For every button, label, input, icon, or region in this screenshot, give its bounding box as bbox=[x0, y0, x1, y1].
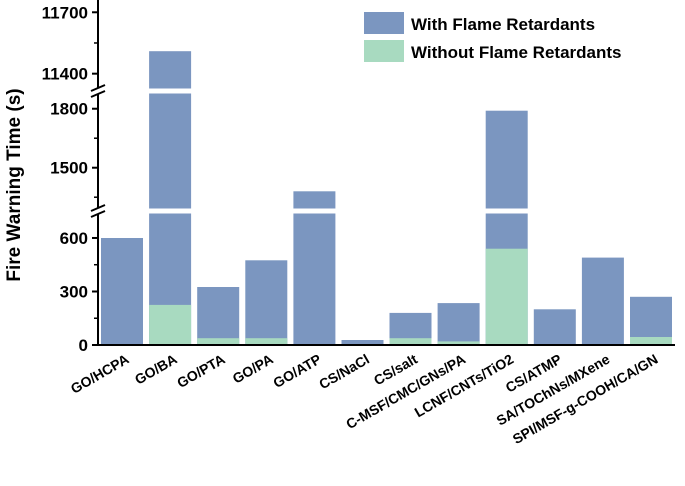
y-tick-label: 0 bbox=[79, 336, 88, 355]
axis-break-mark-1-0 bbox=[90, 84, 106, 92]
y-axis-title: Fire Warning Time (s) bbox=[4, 88, 25, 281]
bar-with-11 bbox=[630, 296, 672, 345]
bar-with-2 bbox=[197, 287, 240, 345]
legend-label-with: With Flame Retardants bbox=[411, 15, 595, 34]
bar-without-2 bbox=[197, 338, 240, 345]
y-tick-label: 11400 bbox=[42, 65, 88, 84]
legend-swatch-with bbox=[364, 12, 404, 34]
bar-without-8 bbox=[485, 248, 528, 345]
bar-without-3 bbox=[245, 338, 288, 345]
axis-break-mark-0-0 bbox=[90, 204, 106, 212]
y-tick-label: 300 bbox=[60, 283, 88, 302]
bar-without-7 bbox=[437, 341, 480, 345]
bar-with-5 bbox=[341, 340, 384, 345]
y-tick-label: 600 bbox=[60, 229, 88, 248]
bar-with-3 bbox=[245, 260, 288, 345]
x-tick-label: CS/NaCl bbox=[316, 351, 372, 392]
x-tick-label: GO/PTA bbox=[174, 351, 228, 391]
legend-swatch-without bbox=[364, 40, 404, 62]
bar-with-7 bbox=[437, 303, 480, 345]
tick-labels-layer: 0 300 600 1500 1800 11400 11700 bbox=[42, 3, 88, 355]
bar-without-11 bbox=[630, 337, 672, 345]
x-tick-label: GO/ATP bbox=[270, 351, 324, 391]
axis-break-gap-0 bbox=[94, 208, 677, 214]
x-tick-label: GO/PA bbox=[230, 351, 276, 387]
bars-layer bbox=[101, 51, 672, 345]
bar-without-6 bbox=[389, 338, 432, 345]
x-tick-label: GO/BA bbox=[132, 351, 180, 388]
bar-with-10 bbox=[581, 257, 624, 345]
y-tick-label: 1800 bbox=[50, 100, 88, 119]
legend-label-without: Without Flame Retardants bbox=[411, 43, 621, 62]
x-tick-label: GO/HCPA bbox=[68, 351, 132, 397]
y-tick-label: 1500 bbox=[50, 159, 88, 178]
bar-with-1 bbox=[149, 51, 192, 345]
axis-break-mark-1-1 bbox=[90, 90, 106, 98]
y-tick-label: 11700 bbox=[42, 3, 88, 22]
bar-with-4 bbox=[293, 191, 336, 345]
bar-with-0 bbox=[101, 238, 143, 345]
axes-layer bbox=[90, 0, 677, 346]
bar-without-1 bbox=[149, 304, 192, 345]
legend: With Flame Retardants Without Flame Reta… bbox=[364, 12, 621, 62]
axis-break-mark-0-1 bbox=[90, 210, 106, 218]
bar-with-9 bbox=[533, 309, 576, 345]
axis-break-gap-1 bbox=[94, 88, 677, 94]
